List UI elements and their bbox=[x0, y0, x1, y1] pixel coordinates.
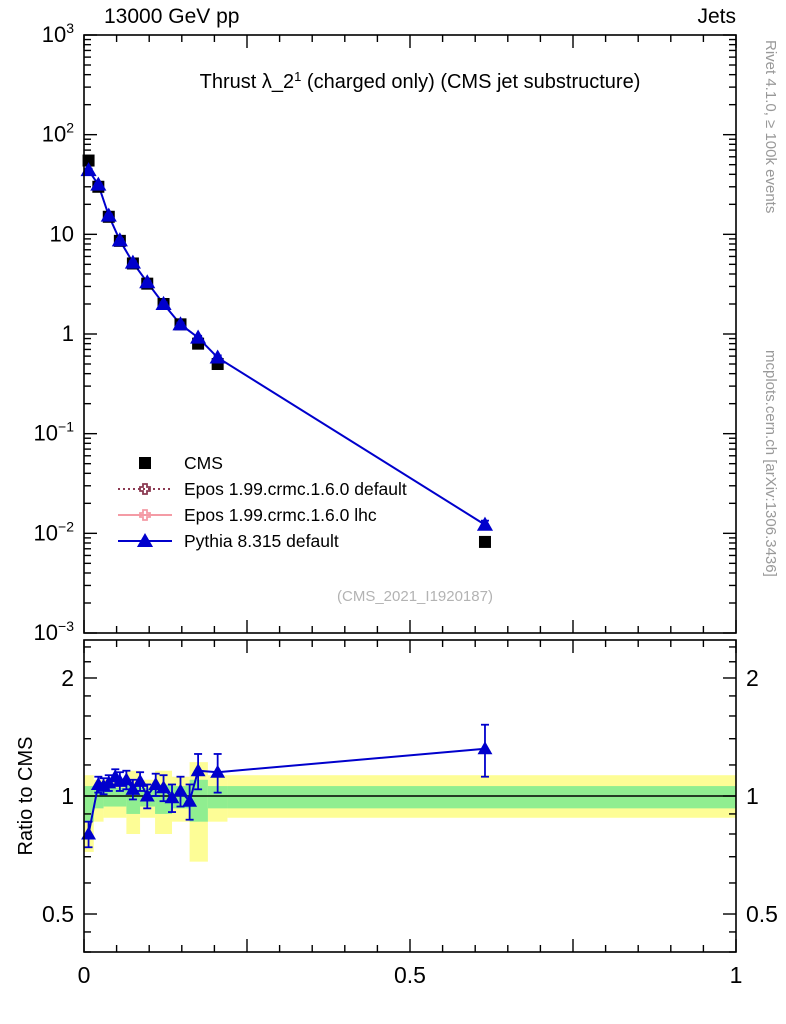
ratio-y-tick-label-right: 2 bbox=[746, 665, 759, 691]
ratio-y-tick-labels-left: 210.5 bbox=[42, 665, 74, 927]
ratio-y-tick-labels-right: 210.5 bbox=[746, 665, 778, 927]
ratio-y-tick-label: 0.5 bbox=[42, 901, 74, 927]
main-y-tick-label: 103 bbox=[42, 20, 74, 47]
plot-title-superscript: 1 bbox=[294, 69, 301, 84]
plot-title-observable: λ_2 bbox=[262, 71, 294, 93]
x-tick-labels: 0 0.5 1 bbox=[78, 962, 743, 988]
ratio-y-tick-label: 1 bbox=[61, 783, 74, 809]
ratio-panel-frame bbox=[83, 639, 737, 953]
uncertainty-band-segment bbox=[113, 787, 127, 807]
ratio-y-axis-label: Ratio to CMS bbox=[15, 737, 37, 856]
analysis-id-watermark: (CMS_2021_I1920187) bbox=[337, 588, 493, 605]
main-panel-ticks bbox=[83, 34, 737, 634]
legend: CMS Epos 1.99.crmc.1.6.0 default Epos 1.99… bbox=[118, 453, 407, 551]
legend-item-label: Epos 1.99.crmc.1.6.0 default bbox=[184, 479, 407, 499]
ratio-panel-ticks bbox=[83, 640, 737, 953]
beam-energy-label: 13000 GeV pp bbox=[104, 5, 239, 28]
rivet-version-label: Rivet 4.1.0, ≥ 100k events bbox=[762, 40, 779, 213]
uncertainty-band-segment bbox=[103, 787, 114, 807]
legend-item: CMS bbox=[139, 453, 223, 473]
main-panel-frame bbox=[83, 34, 737, 634]
legend-item-label: CMS bbox=[184, 453, 223, 473]
uncertainty-band-segment bbox=[189, 779, 208, 822]
legend-item: Epos 1.99.crmc.1.6.0 default bbox=[118, 479, 407, 499]
uncertainty-band-segment bbox=[84, 786, 94, 822]
legend-item: Pythia 8.315 default bbox=[118, 531, 339, 551]
uncertainty-band-segment bbox=[93, 787, 104, 809]
x-tick-label: 0 bbox=[78, 962, 91, 988]
main-y-tick-label: 10−3 bbox=[34, 618, 75, 645]
main-data-series bbox=[80, 154, 494, 548]
ratio-y-tick-label-right: 1 bbox=[746, 783, 759, 809]
uncertainty-band-segment bbox=[227, 786, 736, 809]
mcplots-reference-label: mcplots.cern.ch [arXiv:1306.3436] bbox=[762, 350, 779, 577]
main-y-tick-label: 10 bbox=[50, 221, 74, 246]
main-y-tick-label: 1 bbox=[62, 321, 74, 346]
analysis-category-label: Jets bbox=[697, 5, 736, 28]
legend-item: Epos 1.99.crmc.1.6.0 lhc bbox=[118, 505, 377, 525]
x-tick-label: 1 bbox=[730, 962, 743, 988]
ratio-data-series bbox=[81, 723, 493, 849]
plot-title-suffix: (charged only) (CMS jet substructure) bbox=[301, 71, 640, 93]
plot-title: Thrust λ_21 (charged only) (CMS jet subs… bbox=[200, 69, 641, 93]
uncertainty-band-segment bbox=[207, 786, 228, 809]
ratio-plot-panel: 210.5 210.5 0 0.5 1 Ratio to CMS bbox=[15, 639, 778, 988]
plot-title-main: Thrust bbox=[200, 71, 262, 93]
legend-item-label: Pythia 8.315 default bbox=[184, 531, 339, 551]
main-y-tick-label: 102 bbox=[42, 120, 74, 147]
legend-item-label: Epos 1.99.crmc.1.6.0 lhc bbox=[184, 505, 377, 525]
ratio-y-tick-label-right: 0.5 bbox=[746, 901, 778, 927]
ratio-y-tick-label: 2 bbox=[61, 665, 74, 691]
x-tick-label: 0.5 bbox=[394, 962, 426, 988]
main-y-tick-label: 10−1 bbox=[34, 419, 75, 446]
main-y-tick-label: 10−2 bbox=[34, 518, 75, 545]
